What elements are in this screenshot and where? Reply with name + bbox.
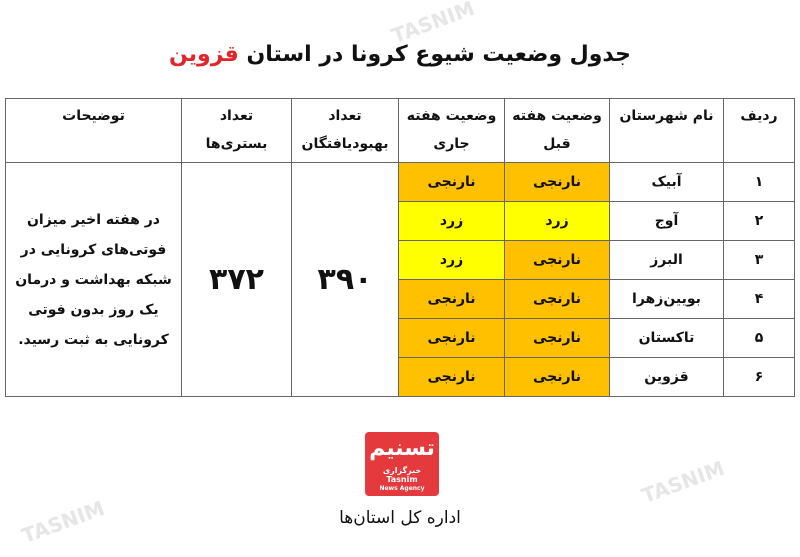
covid-status-table: ردیف نام شهرستان وضعیت هفته قبل وضعیت هفت…	[5, 98, 795, 397]
row-prev-status: زرد	[504, 201, 610, 241]
table-row: ۵ تاکستان نارنجی نارنجی	[6, 318, 795, 358]
row-prev-status: نارنجی	[504, 240, 610, 280]
table-row: ۲ آوج زرد زرد	[6, 201, 795, 241]
department-label: اداره کل استان‌ها	[339, 508, 461, 528]
hospitalized-count: ۳۷۲	[181, 162, 292, 397]
watermark: TASNIM	[388, 0, 478, 48]
row-prev-status: نارنجی	[504, 162, 610, 202]
row-name: بویین‌زهرا	[609, 279, 724, 319]
row-index: ۴	[723, 279, 795, 319]
header-index: ردیف	[723, 98, 795, 163]
row-cur-status: نارنجی	[398, 357, 505, 397]
row-index: ۵	[723, 318, 795, 358]
row-name: قزوین	[609, 357, 724, 397]
tasnim-logo: تسنیم خبرگزاری Tasnim News Agency	[365, 432, 439, 496]
row-index: ۳	[723, 240, 795, 280]
header-recovered: تعداد بهبودیافتگان	[291, 98, 399, 163]
table-row: ۱ آبیک نارنجی نارنجی ۳۹۰ ۳۷۲ در هفته اخی…	[5, 162, 795, 397]
header-desc: توضیحات	[5, 98, 182, 163]
recovered-count: ۳۹۰	[291, 162, 399, 397]
page-title: جدول وضعیت شیوع کرونا در استان قزوین	[168, 42, 631, 67]
row-cur-status: نارنجی	[398, 318, 505, 358]
province-name: قزوین	[168, 42, 239, 67]
row-prev-status: نارنجی	[504, 279, 610, 319]
header-cur: وضعیت هفته جاری	[398, 98, 505, 163]
row-cur-status: نارنجی	[398, 279, 505, 319]
header-prev: وضعیت هفته قبل	[504, 98, 610, 163]
description: در هفته اخیر میزان فوتی‌های کرونایی در ش…	[5, 162, 182, 397]
header-row: ردیف نام شهرستان وضعیت هفته قبل وضعیت هفت…	[5, 98, 795, 163]
row-name: آبیک	[609, 162, 724, 202]
table-row: ۶ قزوین نارنجی نارنجی	[6, 357, 795, 397]
row-cur-status: زرد	[398, 240, 505, 280]
row-index: ۱	[723, 162, 795, 202]
header-name: نام شهرستان	[609, 98, 724, 163]
row-prev-status: نارنجی	[504, 318, 610, 358]
table-row: ۴ بویین‌زهرا نارنجی نارنجی	[6, 279, 795, 319]
row-cur-status: زرد	[398, 201, 505, 241]
row-cur-status: نارنجی	[398, 162, 505, 202]
row-name: البرز	[609, 240, 724, 280]
row-name: آوج	[609, 201, 724, 241]
table-row: ۳ البرز نارنجی زرد	[6, 240, 795, 280]
row-name: تاکستان	[609, 318, 724, 358]
watermark: TASNIM	[638, 456, 728, 508]
header-hospitalized: تعداد بستری‌ها	[181, 98, 292, 163]
row-index: ۶	[723, 357, 795, 397]
row-index: ۲	[723, 201, 795, 241]
row-prev-status: نارنجی	[504, 357, 610, 397]
